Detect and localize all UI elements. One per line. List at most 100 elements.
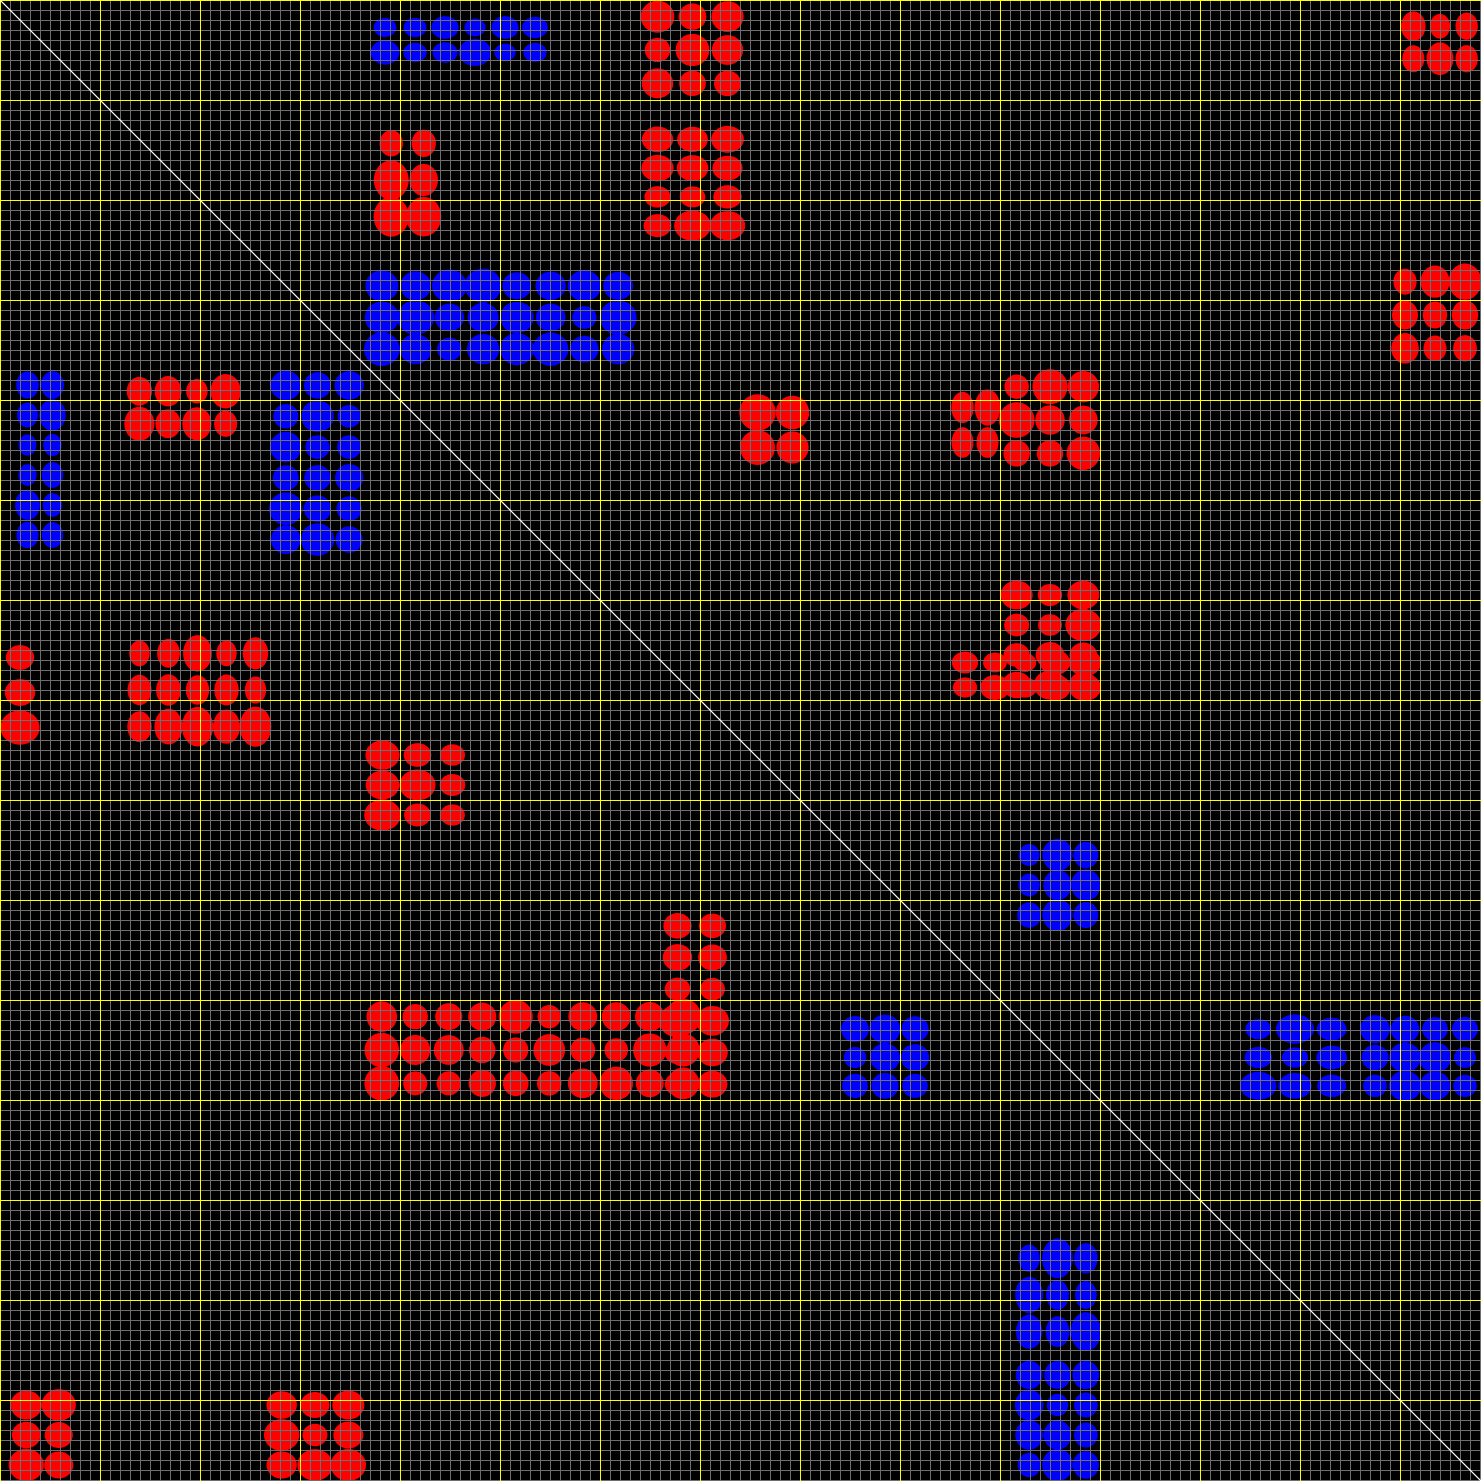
peak-mark	[431, 269, 467, 303]
peak-mark	[1072, 1360, 1100, 1390]
peak-mark	[1013, 653, 1037, 672]
peak-mark	[676, 155, 709, 182]
peak-mark	[1043, 869, 1072, 901]
peak-mark	[305, 435, 330, 459]
peak-mark	[41, 462, 64, 488]
peak-mark	[154, 376, 182, 407]
peak-mark	[11, 1421, 41, 1449]
peak-mark	[711, 125, 744, 153]
peak-mark	[364, 301, 400, 334]
peak-mark	[435, 1003, 463, 1031]
peak-mark	[1453, 1074, 1477, 1097]
peak-mark	[700, 977, 725, 1001]
peak-mark	[1014, 1389, 1044, 1421]
peak-mark	[1066, 436, 1101, 471]
peak-mark	[466, 333, 500, 365]
peak-mark	[303, 495, 332, 523]
peak-mark	[303, 372, 332, 399]
peak-mark	[567, 270, 602, 302]
peak-mark	[697, 1070, 728, 1098]
peak-mark	[330, 1449, 367, 1481]
peak-mark	[643, 214, 672, 238]
peak-mark	[499, 333, 534, 366]
peak-mark	[1015, 1314, 1043, 1349]
peak-mark	[332, 1390, 365, 1420]
peak-mark	[641, 68, 674, 99]
peak-mark	[663, 913, 692, 939]
peak-mark	[567, 1068, 598, 1099]
peak-mark	[1068, 674, 1102, 701]
peak-mark	[1043, 1420, 1072, 1450]
peak-mark	[270, 370, 302, 401]
peak-mark	[714, 70, 741, 97]
peak-mark	[1071, 869, 1101, 901]
region-negative	[15, 371, 66, 549]
peak-mark	[336, 496, 362, 522]
peak-mark	[182, 407, 212, 441]
region-positive	[640, 0, 744, 99]
peak-mark	[1455, 45, 1478, 73]
region-negative	[1360, 1015, 1478, 1102]
peak-mark	[1000, 580, 1033, 610]
peak-mark	[603, 271, 634, 300]
peak-mark	[404, 803, 431, 827]
peak-mark	[337, 435, 362, 459]
peak-mark	[952, 677, 978, 698]
peak-mark	[266, 1451, 297, 1479]
peak-mark	[266, 1391, 297, 1419]
peak-mark	[1451, 300, 1479, 330]
peak-mark	[1018, 843, 1040, 867]
peak-mark	[644, 186, 671, 208]
peak-mark	[1018, 873, 1040, 897]
peak-mark	[270, 525, 301, 555]
peak-mark	[740, 430, 775, 465]
peak-mark	[1317, 1074, 1347, 1098]
peak-mark	[1422, 301, 1448, 329]
peak-mark	[1003, 440, 1030, 467]
peak-mark	[983, 652, 1007, 673]
peak-mark	[1015, 1276, 1044, 1314]
peak-mark	[1401, 11, 1426, 42]
peak-mark	[399, 769, 436, 801]
peak-mark	[601, 333, 635, 365]
peak-mark	[664, 1072, 691, 1096]
peak-mark	[1455, 12, 1478, 40]
peak-mark	[301, 400, 334, 433]
peak-mark	[214, 410, 238, 437]
peak-mark	[364, 1066, 400, 1101]
peak-mark	[300, 1391, 330, 1419]
peak-mark	[1046, 1280, 1069, 1310]
peak-mark	[431, 16, 459, 39]
peak-mark	[568, 1002, 598, 1032]
peak-mark	[126, 376, 153, 406]
peak-mark	[364, 799, 401, 831]
peak-mark	[599, 300, 637, 335]
peak-mark	[901, 1016, 929, 1043]
peak-mark	[499, 301, 534, 334]
peak-mark	[44, 1422, 73, 1448]
peak-mark	[697, 1038, 728, 1067]
peak-mark	[1240, 1071, 1277, 1100]
peak-mark	[216, 640, 237, 667]
peak-mark	[1423, 335, 1447, 362]
peak-mark	[570, 335, 599, 363]
peak-mark	[436, 1071, 461, 1096]
peak-mark	[1018, 1244, 1040, 1273]
peak-mark	[467, 302, 499, 333]
peak-mark	[709, 211, 746, 241]
peak-mark	[601, 1002, 631, 1032]
peak-mark	[1281, 1047, 1309, 1068]
peak-mark	[186, 379, 208, 404]
peak-mark	[440, 804, 465, 826]
peak-mark	[980, 675, 1010, 700]
peak-mark	[335, 464, 364, 492]
peak-mark	[468, 1069, 496, 1097]
peak-mark	[951, 391, 974, 424]
peak-mark	[1363, 1074, 1387, 1098]
peak-mark	[17, 402, 38, 428]
peak-mark	[1278, 1072, 1312, 1099]
